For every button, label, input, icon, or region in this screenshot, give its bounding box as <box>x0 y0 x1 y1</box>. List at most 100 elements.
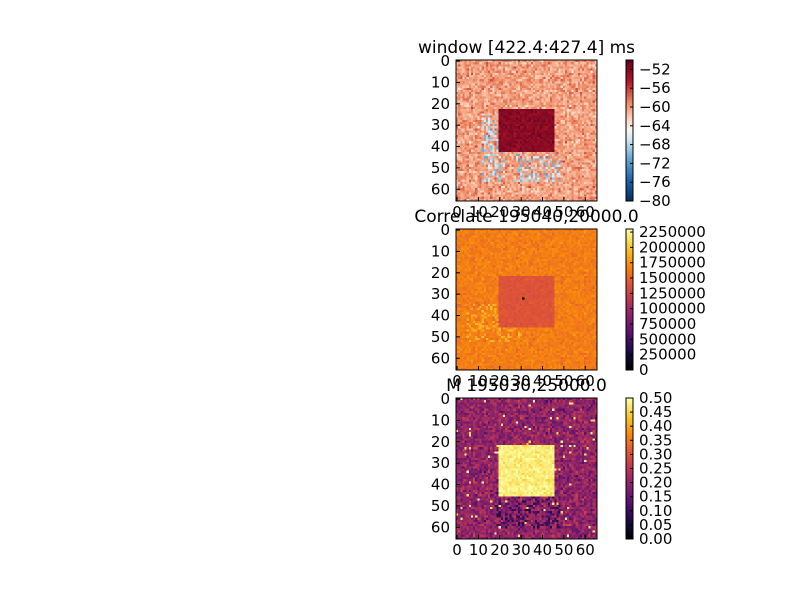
heatmap-cell <box>517 229 521 232</box>
heatmap-cell <box>496 60 500 63</box>
heatmap-cell <box>539 175 542 178</box>
heatmap-cell <box>473 85 476 89</box>
heatmap-cell <box>520 233 523 236</box>
heatmap-cell <box>479 237 482 240</box>
heatmap-cell <box>545 136 549 140</box>
heatmap-cell <box>558 119 561 123</box>
heatmap-cell <box>464 77 467 80</box>
heatmap-cell <box>466 141 470 144</box>
heatmap-cell <box>594 64 598 67</box>
heatmap-cell <box>462 177 465 180</box>
heatmap-cell <box>564 119 568 123</box>
heatmap-cell <box>567 128 570 131</box>
heatmap-cell <box>481 192 485 195</box>
heatmap-cell <box>550 139 553 142</box>
heatmap-cell <box>507 198 510 202</box>
heatmap-cell <box>556 154 559 157</box>
heatmap-cell <box>509 179 512 183</box>
heatmap-cell <box>526 96 529 99</box>
heatmap-cell <box>515 85 519 89</box>
heatmap-cell <box>545 124 549 127</box>
heatmap-cell <box>505 87 508 91</box>
heatmap-cell <box>522 147 525 151</box>
heatmap-cell <box>503 231 506 234</box>
heatmap-cell <box>509 164 512 168</box>
heatmap-cell <box>545 126 549 129</box>
heatmap-cell <box>485 109 489 112</box>
heatmap-cell <box>579 92 583 95</box>
heatmap-cell <box>481 104 485 108</box>
heatmap-cell <box>547 235 551 238</box>
heatmap-cell <box>456 107 459 110</box>
heatmap-cell <box>556 181 559 185</box>
heatmap-cell <box>513 107 517 110</box>
heatmap-cell <box>532 229 536 232</box>
heatmap-cell <box>503 109 506 112</box>
heatmap-cell <box>483 164 487 168</box>
heatmap-cell <box>494 115 497 118</box>
heatmap-cell <box>477 229 480 232</box>
heatmap-cell <box>505 145 508 148</box>
heatmap-cell <box>462 111 465 114</box>
heatmap-cell <box>490 151 493 155</box>
heatmap-cell <box>586 102 589 106</box>
heatmap-cell <box>477 183 480 187</box>
heatmap-cell <box>468 60 472 63</box>
heatmap-cell <box>490 83 493 86</box>
heatmap-cell <box>511 164 514 168</box>
heatmap-cell <box>571 121 574 125</box>
heatmap-cell <box>458 147 461 151</box>
heatmap-cell <box>460 156 463 159</box>
heatmap-cell <box>543 198 547 202</box>
heatmap-cell <box>528 143 532 146</box>
heatmap-cell <box>535 132 538 136</box>
heatmap-cell <box>515 143 519 146</box>
heatmap-cell <box>464 62 467 65</box>
heatmap-cell <box>475 126 478 129</box>
heatmap-cell <box>526 229 529 232</box>
heatmap-cell <box>554 143 557 146</box>
heatmap-cell <box>569 121 572 125</box>
heatmap-cell <box>579 70 583 74</box>
heatmap-cell <box>590 109 594 112</box>
heatmap-cell <box>579 89 583 93</box>
heatmap-cell <box>456 143 459 146</box>
heatmap-cell <box>545 243 549 247</box>
heatmap-cell <box>584 237 587 240</box>
heatmap-cell <box>558 109 561 112</box>
heatmap-cell <box>513 134 517 138</box>
heatmap-cell <box>515 72 519 76</box>
heatmap-cell <box>503 190 506 193</box>
colorbar-segment <box>626 85 633 89</box>
heatmap-cell <box>505 183 508 187</box>
heatmap-cell <box>582 132 585 136</box>
heatmap-cell <box>475 89 478 93</box>
heatmap-cell <box>492 79 495 82</box>
heatmap-cell <box>586 154 589 157</box>
heatmap-cell <box>464 94 467 97</box>
heatmap-cell <box>537 192 540 195</box>
heatmap-cell <box>541 241 544 245</box>
heatmap-cell <box>541 81 544 84</box>
y-tick-label: 50 <box>431 159 450 177</box>
heatmap-cell <box>481 134 485 138</box>
heatmap-cell <box>573 115 576 118</box>
heatmap-cell <box>522 156 525 159</box>
heatmap-cell <box>567 171 570 174</box>
heatmap-cell <box>522 175 525 178</box>
heatmap-cell <box>513 124 517 127</box>
heatmap-cell <box>524 111 527 114</box>
heatmap-cell <box>582 194 585 198</box>
heatmap-cell <box>522 168 525 172</box>
heatmap-cell <box>492 136 495 140</box>
heatmap-cell <box>584 70 587 74</box>
heatmap-cell <box>470 109 474 112</box>
heatmap-cell <box>479 164 482 168</box>
heatmap-cell <box>543 111 547 114</box>
heatmap-cell <box>575 175 579 178</box>
heatmap-cell <box>543 121 547 125</box>
heatmap-cell <box>554 107 557 110</box>
heatmap-cell <box>594 79 598 82</box>
heatmap-cell <box>492 143 495 146</box>
colorbar-tick-label: −52 <box>639 60 671 78</box>
